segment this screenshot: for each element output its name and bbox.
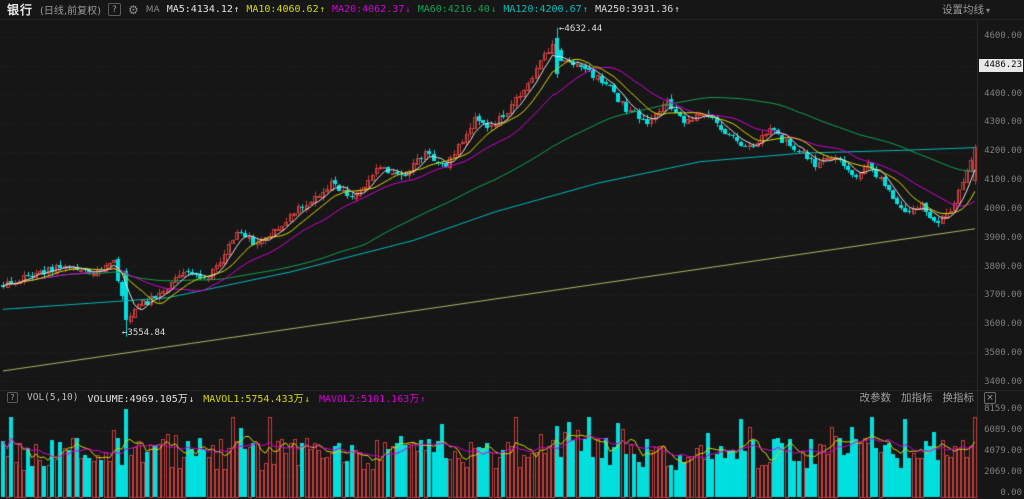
ma10-value: MA10:4060.62: [246, 4, 319, 15]
ma20-value: MA20:4062.37: [332, 4, 405, 15]
volume-axis-label: 0.00: [1000, 488, 1022, 498]
volume-readout: VOLUME:4969.105万↓: [87, 390, 194, 405]
symbol-name: 银行: [7, 3, 34, 17]
ma60-value: MA60:4216.40: [417, 4, 490, 15]
add-indicator-link[interactable]: 加指标: [901, 392, 933, 404]
volume-axis: 8159.00 6089.00 4079.00 2069.00 0.00: [980, 404, 1022, 498]
switch-indicator-link[interactable]: 换指标: [942, 392, 975, 404]
chevron-down-icon: ▾: [985, 6, 990, 15]
period-high-annotation: ←4632.44: [559, 24, 603, 34]
volume-axis-label: 4079.00: [984, 446, 1022, 456]
price-axis-label: 3500.00: [984, 348, 1022, 359]
price-axis-label: 4400.00: [984, 88, 1022, 99]
volume-value: VOLUME:4969.105万: [87, 394, 188, 405]
ma120-readout: MA120:4200.67↑: [503, 4, 588, 15]
help-icon[interactable]: ?: [7, 392, 18, 403]
ma120-value: MA120:4200.67: [503, 4, 582, 15]
mavol2-trend-arrow-icon: ↑: [420, 395, 426, 405]
indicator-name: VOL(5,10): [27, 392, 79, 403]
ma10-readout: MA10:4060.62↑: [246, 4, 325, 15]
price-axis-label: 3800.00: [984, 261, 1022, 272]
volume-trend-arrow-icon: ↓: [188, 395, 195, 405]
volume-axis-label: 6089.00: [984, 425, 1022, 435]
price-chart-canvas[interactable]: [0, 21, 978, 390]
price-axis-label: 4600.00: [984, 31, 1022, 41]
mavol1-value: MAVOL1:5754.433万: [203, 394, 304, 405]
mavol1-trend-arrow-icon: ↓: [304, 395, 310, 405]
ma120-trend-arrow-icon: ↑: [582, 5, 589, 15]
period-low-annotation: ←3554.84: [122, 328, 166, 338]
price-axis-label: 3400.00: [984, 376, 1022, 387]
current-price-tag: 4486.23: [979, 59, 1023, 72]
chart-header: 银行 (日线,前复权) ? ⚙ MA MA5:4134.12↑ MA10:406…: [0, 0, 1024, 20]
ma5-trend-arrow-icon: ↑: [233, 5, 240, 15]
price-axis-label: 4200.00: [984, 146, 1022, 157]
price-axis: 4600.00 4500.00 4400.00 4300.00 4200.00 …: [980, 31, 1022, 387]
volume-axis-label: 2069.00: [984, 467, 1022, 477]
mavol1-readout: MAVOL1:5754.433万↓: [203, 390, 310, 405]
price-axis-label: 3700.00: [984, 290, 1022, 301]
ma60-readout: MA60:4216.40↓: [418, 4, 497, 15]
indicator-toolbar: 改参数 加指标 换指标 ×: [860, 390, 1024, 405]
ma5-value: MA5:4134.12: [166, 4, 233, 15]
axis-separator-line: [977, 21, 978, 499]
price-axis-label: 4300.00: [984, 117, 1022, 128]
ma-group-label: MA: [145, 4, 160, 15]
volume-indicator-header: ? VOL(5,10) VOLUME:4969.105万↓ MAVOL1:575…: [0, 390, 1024, 405]
price-axis-label: 3900.00: [984, 232, 1022, 243]
help-icon[interactable]: ?: [108, 3, 121, 16]
ma20-readout: MA20:4062.37↓: [332, 4, 411, 15]
set-ma-lines-label: 设置均线: [941, 4, 984, 16]
change-params-link[interactable]: 改参数: [859, 392, 892, 404]
price-axis-label: 4100.00: [984, 175, 1022, 186]
ma250-readout: MA250:3931.36↑: [595, 4, 680, 15]
price-axis-label: 4000.00: [984, 203, 1022, 214]
mavol2-readout: MAVOL2:5101.163万↑: [319, 390, 426, 405]
mavol2-value: MAVOL2:5101.163万: [318, 394, 420, 405]
ma5-readout: MA5:4134.12↑: [167, 4, 240, 15]
volume-chart-canvas[interactable]: [0, 390, 978, 499]
ma60-trend-arrow-icon: ↓: [490, 5, 497, 15]
ma20-trend-arrow-icon: ↓: [405, 5, 411, 15]
price-axis-label: 3600.00: [984, 319, 1022, 330]
set-ma-lines-button[interactable]: 设置均线 ▾: [942, 2, 1024, 17]
ma250-trend-arrow-icon: ↑: [674, 5, 680, 15]
close-icon[interactable]: ×: [984, 391, 996, 404]
volume-axis-label: 8159.00: [984, 404, 1022, 414]
period-mode-label: (日线,前复权): [40, 6, 101, 17]
ma250-value: MA250:3931.36: [595, 4, 674, 15]
gear-icon[interactable]: ⚙: [128, 2, 139, 17]
ma10-trend-arrow-icon: ↑: [319, 5, 326, 15]
